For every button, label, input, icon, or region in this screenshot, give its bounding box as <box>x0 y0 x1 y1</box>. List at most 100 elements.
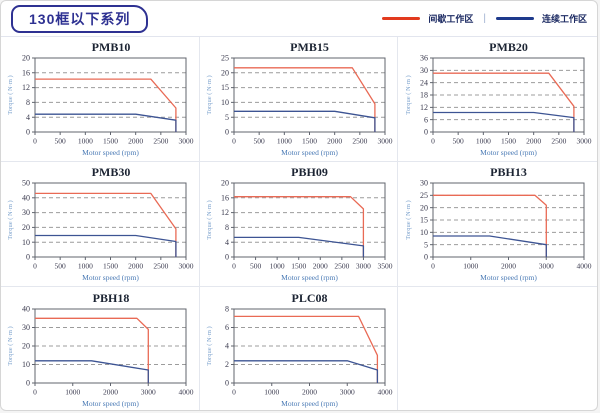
series-line <box>35 359 149 383</box>
y-tick-label: 10 <box>420 228 428 237</box>
x-tick-label: 2500 <box>551 137 566 146</box>
chart-cell-pmb20: PMB20 0 6 12 18 24 30 36 0 500 1000 1500 2000 2500 30… <box>398 37 597 162</box>
chart-plot-pmb10: 0 4 8 12 16 20 0 500 1000 1500 2000 2500 3000 Motor s… <box>7 54 194 157</box>
y-tick-label: 10 <box>22 360 30 369</box>
chart-title: PMB10 <box>91 40 131 54</box>
x-axis-label: Motor speed (rpm) <box>281 399 338 408</box>
y-tick-label: 4 <box>225 238 229 247</box>
plot-frame <box>34 57 187 133</box>
chart-cell-pmb15: PMB15 0 5 10 15 20 25 0 500 1000 1500 2000 2500 3000… <box>200 37 398 162</box>
y-axis-label: Torque ( N·m ) <box>7 200 14 239</box>
series-line <box>233 315 378 383</box>
series-line <box>35 78 177 132</box>
x-tick-label: 1000 <box>78 137 93 146</box>
series-line <box>432 235 547 257</box>
chart-cell-pmb30: PMB30 0 10 20 30 40 50 0 500 1000 1500 2000 2500 300… <box>1 162 200 287</box>
y-tick-label: 10 <box>22 238 30 247</box>
chart-plot-pbh13: 0 5 10 15 20 25 30 0 1000 2000 3000 4000 Motor speed… <box>405 179 592 282</box>
plot-frame <box>233 57 385 133</box>
y-axis-label: Torque ( N·m ) <box>7 326 14 365</box>
x-tick-label: 3000 <box>179 262 194 271</box>
y-tick-label: 20 <box>22 341 30 350</box>
y-tick-label: 30 <box>420 66 428 75</box>
intermittent-zone-line-icon <box>382 17 421 20</box>
legend-separator: | <box>483 13 486 24</box>
chart-cell-plc08: PLC08 0 2 4 6 8 0 1000 2000 3000 4000 Motor speed … <box>200 287 398 410</box>
chart-plot-plc08: 0 2 4 6 8 0 1000 2000 3000 4000 Motor speed (rpm) T… <box>206 305 393 408</box>
y-tick-label: 25 <box>420 191 428 200</box>
y-tick-label: 20 <box>22 54 30 63</box>
x-tick-label: 3000 <box>576 137 591 146</box>
chart-title: PMB20 <box>489 40 528 54</box>
y-tick-label: 15 <box>420 216 428 225</box>
x-tick-label: 2000 <box>327 137 342 146</box>
y-tick-label: 36 <box>420 54 428 63</box>
y-tick-label: 50 <box>22 179 30 188</box>
x-tick-label: 1000 <box>264 387 279 396</box>
y-tick-label: 0 <box>424 253 428 262</box>
x-tick-label: 1000 <box>463 262 478 271</box>
y-tick-label: 12 <box>22 83 30 92</box>
x-tick-label: 1500 <box>291 262 306 271</box>
y-tick-label: 40 <box>22 193 30 202</box>
y-tick-label: 12 <box>221 208 229 217</box>
y-tick-label: 0 <box>26 128 30 137</box>
y-tick-label: 8 <box>225 305 229 314</box>
y-tick-label: 0 <box>424 128 428 137</box>
x-tick-label: 3000 <box>538 262 553 271</box>
series-line <box>35 234 177 257</box>
x-tick-label: 4000 <box>377 387 392 396</box>
y-tick-label: 30 <box>22 208 30 217</box>
y-tick-label: 5 <box>225 113 229 122</box>
x-tick-label: 2000 <box>526 137 541 146</box>
x-tick-label: 500 <box>452 137 464 146</box>
y-tick-label: 0 <box>225 378 229 387</box>
series-line <box>432 111 575 132</box>
y-tick-label: 0 <box>26 253 30 262</box>
series-line <box>233 236 364 257</box>
y-tick-label: 20 <box>420 203 428 212</box>
x-tick-label: 1000 <box>65 387 80 396</box>
x-tick-label: 0 <box>232 262 236 271</box>
x-axis-label: Motor speed (rpm) <box>82 148 139 157</box>
series-line <box>233 359 378 383</box>
chart-title: PBH18 <box>92 290 130 305</box>
x-tick-label: 4000 <box>576 262 591 271</box>
y-tick-label: 30 <box>420 179 428 188</box>
page-title: 130框以下系列 <box>11 4 149 33</box>
chart-plot-pmb15: 0 5 10 15 20 25 0 500 1000 1500 2000 2500 3000 Motor … <box>206 54 393 157</box>
x-tick-label: 4000 <box>179 387 194 396</box>
y-axis-label: Torque ( N·m ) <box>405 200 412 239</box>
y-tick-label: 10 <box>221 98 229 107</box>
chart-title: PMB15 <box>290 40 329 54</box>
x-tick-label: 1000 <box>269 262 284 271</box>
y-tick-label: 8 <box>26 98 30 107</box>
y-tick-label: 20 <box>221 68 229 77</box>
chart-cell-pmb10: PMB10 0 4 8 12 16 20 0 500 1000 1500 2000 2500 3000 M… <box>1 37 200 162</box>
y-tick-label: 15 <box>221 83 229 92</box>
plot-frame <box>233 182 385 258</box>
y-axis-label: Torque ( N·m ) <box>206 75 213 114</box>
chart-title: PBH13 <box>490 165 527 179</box>
chart-cell-pbh13: PBH13 0 5 10 15 20 25 30 0 1000 2000 3000 4000 Motor… <box>398 162 597 287</box>
x-tick-label: 2000 <box>302 387 317 396</box>
x-tick-label: 1500 <box>302 137 317 146</box>
legend-label-continuous: 连续工作区 <box>541 14 587 24</box>
empty-cell <box>398 287 597 410</box>
series-line <box>233 67 376 132</box>
plot-frame <box>34 182 187 258</box>
y-tick-label: 40 <box>22 305 30 314</box>
y-axis-label: Torque ( N·m ) <box>405 75 412 114</box>
series-line <box>35 317 149 383</box>
continuous-zone-line-icon <box>495 17 534 20</box>
x-axis-label: Motor speed (rpm) <box>480 273 537 282</box>
x-tick-label: 2500 <box>352 137 367 146</box>
y-axis-label: Torque ( N·m ) <box>206 326 213 365</box>
y-tick-label: 6 <box>424 115 428 124</box>
x-tick-label: 2500 <box>153 262 168 271</box>
series-line <box>432 194 547 257</box>
y-tick-label: 16 <box>221 193 229 202</box>
series-line <box>432 72 575 132</box>
